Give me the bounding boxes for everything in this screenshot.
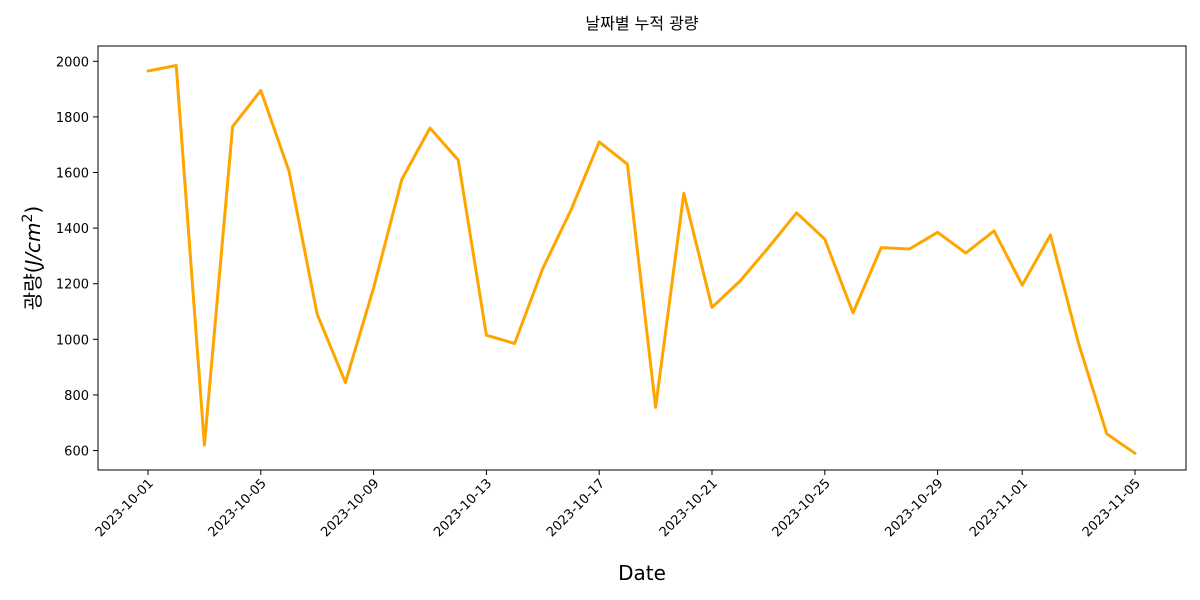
- x-tick-label: 2023-10-09: [318, 476, 382, 540]
- y-tick-label: 1200: [56, 278, 89, 293]
- x-tick-label: 2023-10-21: [657, 476, 721, 540]
- chart-title: 날짜별 누적 광량: [585, 14, 698, 33]
- y-axis-title: 광량(J/cm2): [20, 206, 45, 310]
- y-tick-label: 2000: [56, 55, 89, 70]
- x-tick-label: 2023-10-17: [544, 476, 608, 540]
- y-axis-title-close: ): [21, 206, 45, 214]
- x-axis: 2023-10-01 2023-10-05 2023-10-09 2023-10-13…: [93, 470, 1144, 540]
- y-tick-label: 800: [64, 389, 89, 404]
- series-line: [146, 64, 1137, 455]
- plot-frame: [97, 45, 1187, 471]
- x-axis-title: Date: [618, 561, 666, 585]
- y-tick-label: 1800: [56, 111, 89, 126]
- y-axis-title-unit: J/cm: [21, 223, 45, 270]
- y-tick-label: 1000: [56, 333, 89, 348]
- y-tick-label: 1400: [56, 222, 89, 237]
- y-tick-label: 1600: [56, 167, 89, 182]
- y-tick-label: 600: [64, 445, 89, 460]
- y-axis: 600 800 1000 1200 1400 1600 1800 2000: [56, 55, 98, 460]
- x-tick-label: 2023-10-13: [431, 476, 495, 540]
- y-axis-title-main: 광량(: [21, 266, 45, 311]
- x-tick-label: 2023-10-29: [882, 476, 946, 540]
- x-tick-label: 2023-10-05: [206, 476, 270, 540]
- x-tick-label: 2023-10-25: [770, 476, 834, 540]
- x-tick-label: 2023-11-01: [967, 476, 1031, 540]
- x-tick-label: 2023-10-01: [93, 476, 157, 540]
- y-axis-title-sup: 2: [20, 214, 36, 223]
- x-tick-label: 2023-11-05: [1080, 476, 1144, 540]
